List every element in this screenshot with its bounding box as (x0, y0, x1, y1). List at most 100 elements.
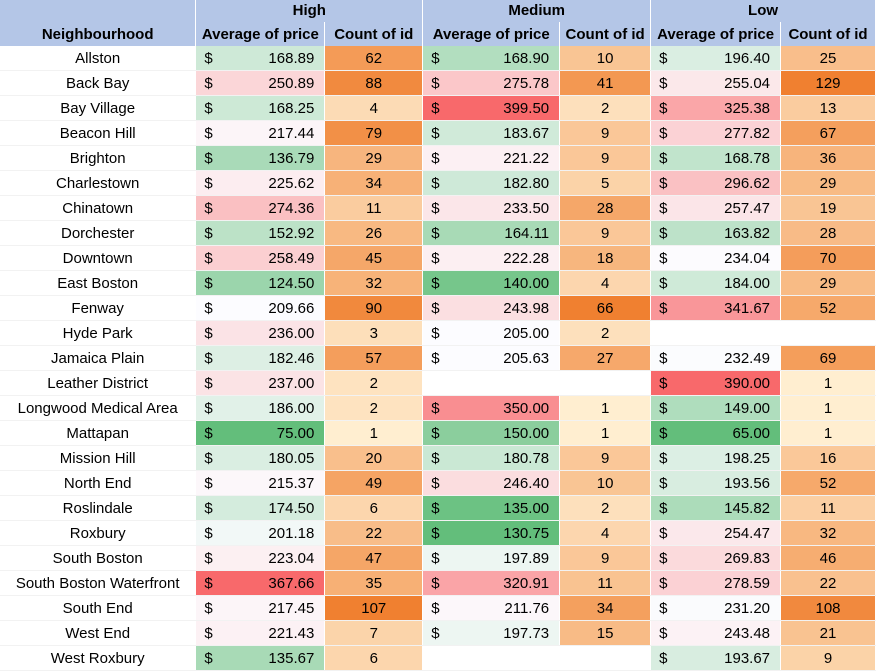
currency-symbol: $ (659, 524, 668, 542)
avg-price-cell-medium: $205.00 (422, 320, 561, 346)
avg-price-value: 184.00 (724, 274, 771, 292)
count-cell-medium: 4 (559, 270, 652, 296)
currency-symbol: $ (204, 524, 213, 542)
currency-symbol: $ (659, 549, 668, 567)
avg-price-value: 221.43 (268, 624, 315, 642)
currency-symbol: $ (431, 149, 440, 167)
avg-price-cell-medium: $130.75 (422, 520, 561, 546)
count-cell-medium: 2 (559, 95, 652, 121)
avg-price-cell-medium: $243.98 (422, 295, 561, 321)
avg-price-cell-medium (422, 370, 561, 396)
currency-symbol: $ (659, 599, 668, 617)
count-cell-high: 47 (324, 545, 424, 571)
table-row: Roslindale $174.50 6 $135.00 2 $145.82 11 (0, 495, 876, 521)
neighbourhood-cell: Jamaica Plain (0, 345, 197, 371)
currency-symbol: $ (659, 449, 668, 467)
avg-price-cell-medium: $180.78 (422, 445, 561, 471)
group-header-high: High (195, 0, 424, 22)
avg-price-value: 135.00 (503, 499, 550, 517)
avg-price-cell-low: $255.04 (650, 70, 782, 96)
count-cell-low: 70 (780, 245, 876, 271)
currency-symbol: $ (204, 274, 213, 292)
table-row: Back Bay $250.89 88 $275.78 41 $255.04 129 (0, 70, 876, 96)
currency-symbol: $ (431, 324, 440, 342)
currency-symbol: $ (204, 424, 213, 442)
avg-price-cell-low: $278.59 (650, 570, 782, 596)
count-cell-medium: 9 (559, 445, 652, 471)
currency-symbol: $ (204, 99, 213, 117)
neighbourhood-cell: Downtown (0, 245, 197, 271)
avg-price-value: 182.46 (268, 349, 315, 367)
avg-price-cell-low: $149.00 (650, 395, 782, 421)
currency-symbol: $ (431, 349, 440, 367)
count-cell-high: 20 (324, 445, 424, 471)
currency-symbol: $ (659, 499, 668, 517)
count-cell-low: 46 (780, 545, 876, 571)
count-cell-high: 107 (324, 595, 424, 621)
table-row: Chinatown $274.36 11 $233.50 28 $257.47 19 (0, 195, 876, 221)
currency-symbol: $ (659, 299, 668, 317)
neighbourhood-cell: South Boston Waterfront (0, 570, 197, 596)
avg-price-cell-medium: $164.11 (422, 220, 561, 246)
avg-price-cell-medium: $205.63 (422, 345, 561, 371)
currency-symbol: $ (431, 99, 440, 117)
currency-symbol: $ (204, 174, 213, 192)
neighbourhood-cell: North End (0, 470, 197, 496)
currency-symbol: $ (659, 49, 668, 67)
avg-price-cell-high: $168.89 (195, 46, 326, 71)
avg-price-cell-medium: $211.76 (422, 595, 561, 621)
currency-symbol: $ (204, 649, 213, 667)
count-cell-medium: 18 (559, 245, 652, 271)
count-cell-low: 1 (780, 370, 876, 396)
count-cell-high: 2 (324, 395, 424, 421)
currency-symbol: $ (659, 99, 668, 117)
avg-price-value: 201.18 (268, 524, 315, 542)
currency-symbol: $ (431, 599, 440, 617)
count-cell-medium: 34 (559, 595, 652, 621)
currency-symbol: $ (659, 424, 668, 442)
avg-price-cell-medium: $140.00 (422, 270, 561, 296)
count-cell-low: 16 (780, 445, 876, 471)
avg-price-value: 269.83 (724, 549, 771, 567)
avg-price-cell-low: $65.00 (650, 420, 782, 446)
table-row: Hyde Park $236.00 3 $205.00 2 (0, 320, 876, 346)
count-cell-high: 7 (324, 620, 424, 646)
neighbourhood-cell: Mission Hill (0, 445, 197, 471)
table-row: Jamaica Plain $182.46 57 $205.63 27 $232.49 69 (0, 345, 876, 371)
avg-price-value: 145.82 (724, 499, 771, 517)
currency-symbol: $ (431, 499, 440, 517)
count-header-high: Count of id (324, 22, 424, 46)
avg-price-cell-high: $250.89 (195, 70, 326, 96)
neighbourhood-cell: Fenway (0, 295, 197, 321)
avg-price-value: 75.00 (276, 424, 315, 442)
avg-price-value: 130.75 (503, 524, 550, 542)
avg-price-cell-low: $243.48 (650, 620, 782, 646)
count-header-medium: Count of id (559, 22, 652, 46)
avg-price-value: 233.50 (503, 199, 550, 217)
currency-symbol: $ (431, 549, 440, 567)
count-cell-medium: 11 (559, 570, 652, 596)
avg-price-value: 222.28 (503, 249, 550, 267)
neighbourhood-cell: Mattapan (0, 420, 197, 446)
avg-price-value: 209.66 (268, 299, 315, 317)
avg-price-value: 164.11 (504, 224, 550, 242)
avg-price-cell-low: $254.47 (650, 520, 782, 546)
count-cell-low: 32 (780, 520, 876, 546)
table-row: North End $215.37 49 $246.40 10 $193.56 52 (0, 470, 876, 496)
avg-price-cell-low: $325.38 (650, 95, 782, 121)
count-cell-medium: 2 (559, 495, 652, 521)
avg-price-cell-high: $182.46 (195, 345, 326, 371)
currency-symbol: $ (204, 499, 213, 517)
table-row: Fenway $209.66 90 $243.98 66 $341.67 52 (0, 295, 876, 321)
avg-price-value: 136.79 (268, 149, 315, 167)
avg-price-cell-high: $152.92 (195, 220, 326, 246)
currency-symbol: $ (659, 624, 668, 642)
count-cell-medium (559, 645, 652, 671)
count-cell-low: 67 (780, 120, 876, 146)
avg-price-cell-medium: $221.22 (422, 145, 561, 171)
count-cell-high: 2 (324, 370, 424, 396)
group-header-low: Low (650, 0, 876, 22)
avg-price-value: 223.04 (268, 549, 315, 567)
avg-price-value: 197.73 (503, 624, 550, 642)
count-cell-high: 45 (324, 245, 424, 271)
